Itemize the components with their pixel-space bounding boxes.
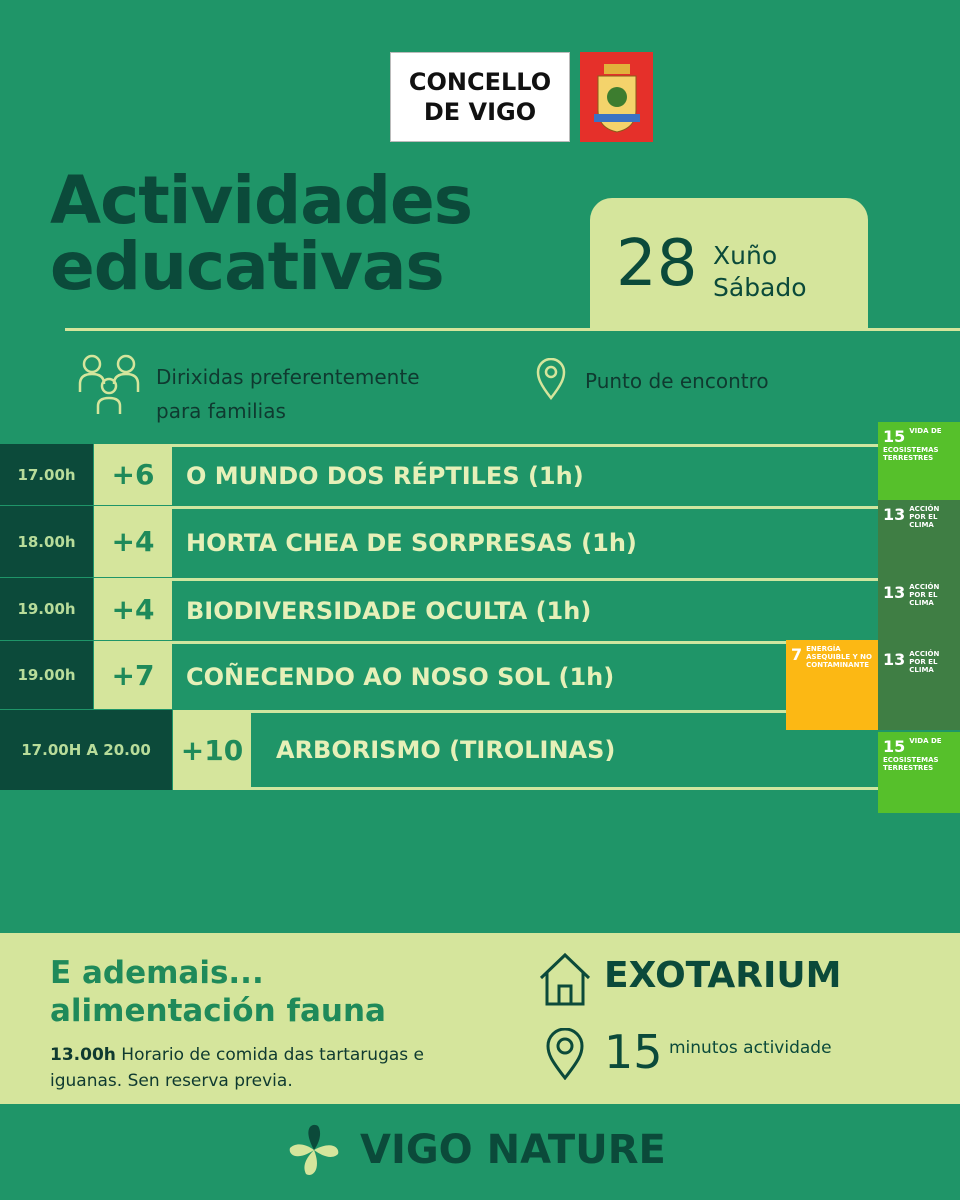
exotarium: EXOTARIUM bbox=[604, 955, 842, 996]
family-icon bbox=[78, 354, 140, 414]
activity-name: O MUNDO DOS RÉPTILES (1h) bbox=[172, 444, 878, 505]
sdg-label: ENERGÍA ASEQUIBLE Y NO CONTAMINANTE bbox=[806, 645, 872, 669]
duration-number: 15 bbox=[604, 1025, 663, 1079]
activity-time: 17.00H A 20.00 bbox=[0, 710, 172, 790]
activity-time: 18.00h bbox=[0, 506, 93, 577]
sdg-icon: 15 VIDA DE ECOSISTEMAS TERRESTRES bbox=[878, 732, 960, 813]
extra-title: E ademais... alimentación fauna bbox=[50, 954, 386, 1030]
sdg-label: ACCIÓN POR EL CLIMA bbox=[909, 650, 940, 674]
shield-icon bbox=[594, 64, 640, 133]
activity-time: 17.00h bbox=[0, 444, 93, 505]
brand-icon bbox=[289, 1124, 339, 1175]
sdg-number: 15 bbox=[883, 737, 906, 756]
sdg-icon: 13 ACCIÓN POR EL CLIMA bbox=[878, 578, 960, 645]
sdg-icon: 13 ACCIÓN POR EL CLIMA bbox=[878, 645, 960, 730]
extra-time: 13.00h bbox=[50, 1045, 116, 1065]
sdg-icon: 7 ENERGÍA ASEQUIBLE Y NO CONTAMINANTE bbox=[786, 640, 878, 730]
extra-description: 13.00h Horario de comida das tartarugas … bbox=[50, 1042, 440, 1094]
sdg-label: VIDA DE ECOSISTEMAS TERRESTRES bbox=[883, 737, 942, 772]
date-weekday: Sábado bbox=[713, 273, 807, 302]
sdg-label: ACCIÓN POR EL CLIMA bbox=[909, 583, 940, 607]
concello-logo: CONCELLO DE VIGO bbox=[390, 52, 570, 142]
title: Actividades educativas bbox=[50, 162, 473, 305]
extra-title-line: alimentación fauna bbox=[50, 993, 386, 1029]
duration-unit: minutos actividade bbox=[669, 1038, 832, 1058]
audience-line: para familias bbox=[156, 399, 286, 423]
date-day: 28 bbox=[616, 227, 698, 301]
sdg-label: ACCIÓN POR EL CLIMA bbox=[909, 505, 940, 529]
extra-title-line: E ademais... bbox=[50, 955, 264, 991]
activity-age: +7 bbox=[94, 641, 172, 709]
logo-text: DE VIGO bbox=[423, 98, 537, 126]
activity-age: +6 bbox=[94, 444, 172, 505]
audience: Dirixidas preferentemente para familias bbox=[156, 360, 420, 428]
sdg-number: 7 bbox=[791, 645, 803, 664]
date-text: Xuño Sábado bbox=[713, 240, 807, 304]
sdg-icon: 13 ACCIÓN POR EL CLIMA bbox=[878, 500, 960, 578]
pin-icon bbox=[546, 1028, 584, 1080]
activity-age: +4 bbox=[94, 578, 172, 640]
sdg-number: 13 bbox=[883, 650, 906, 669]
coat-of-arms bbox=[580, 52, 653, 142]
sdg-label: VIDA DE ECOSISTEMAS TERRESTRES bbox=[883, 427, 942, 462]
title-line: Actividades bbox=[50, 162, 473, 239]
audience-line: Dirixidas preferentemente bbox=[156, 365, 420, 389]
activity-time: 19.00h bbox=[0, 641, 93, 709]
brand-name: VIGO NATURE bbox=[360, 1127, 666, 1173]
activity-time: 19.00h bbox=[0, 578, 93, 640]
sdg-number: 13 bbox=[883, 583, 906, 602]
activity-name: BIODIVERSIDADE OCULTA (1h) bbox=[172, 578, 878, 640]
date-box bbox=[590, 198, 868, 329]
extra-text: Horario de comida das tartarugas e iguan… bbox=[50, 1045, 425, 1091]
activity-name: HORTA CHEA DE SORPRESAS (1h) bbox=[172, 506, 878, 577]
sdg-number: 15 bbox=[883, 427, 906, 446]
logo-text: CONCELLO bbox=[408, 68, 552, 96]
meeting-point: Punto de encontro bbox=[585, 369, 769, 393]
title-line: educativas bbox=[50, 228, 445, 305]
activity-age: +10 bbox=[173, 710, 251, 790]
date-month: Xuño bbox=[713, 241, 778, 270]
divider bbox=[65, 328, 960, 331]
activity-name: COÑECENDO AO NOSO SOL (1h) bbox=[172, 641, 786, 709]
activity-name: ARBORISMO (TIROLINAS) bbox=[250, 710, 878, 790]
sdg-number: 13 bbox=[883, 505, 906, 524]
extra-band bbox=[0, 933, 960, 1104]
activity-age: +4 bbox=[94, 506, 172, 577]
pin-icon bbox=[536, 358, 566, 400]
sdg-icon: 15 VIDA DE ECOSISTEMAS TERRESTRES bbox=[878, 422, 960, 500]
house-icon bbox=[539, 952, 591, 1006]
